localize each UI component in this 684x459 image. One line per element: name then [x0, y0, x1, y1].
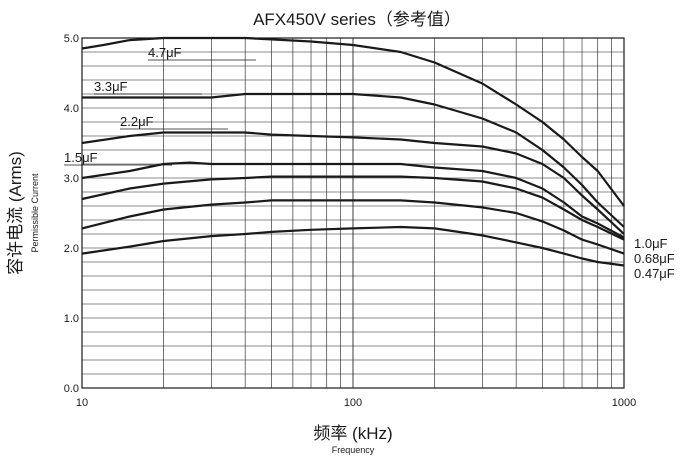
series-line — [81, 199, 625, 255]
series-label: 1.0μF — [634, 236, 668, 251]
y-tick-label: 2.0 — [64, 243, 79, 255]
series-line — [81, 175, 625, 241]
y-axis-subtitle: Permissible Current — [30, 173, 40, 253]
y-tick-label: 4.0 — [64, 103, 79, 115]
x-axis-subtitle: Frequency — [332, 445, 375, 455]
y-axis-title: 容许电流 (Arms) — [6, 151, 25, 275]
series-label: 4.7μF — [148, 45, 182, 60]
chart-title: AFX450V series（参考值） — [253, 10, 461, 29]
series-label: 0.68μF — [634, 251, 675, 266]
series-line — [81, 225, 625, 267]
y-tick-label: 5.0 — [64, 33, 79, 45]
series-label: 0.47μF — [634, 266, 675, 281]
series-label: 3.3μF — [94, 79, 128, 94]
series-line — [81, 161, 625, 239]
series-line — [81, 131, 625, 235]
y-tick-label: 3.0 — [64, 173, 79, 185]
tick-labels: 0.0 1.0 2.0 3.0 4.0 5.0 10 100 1000 — [64, 33, 637, 409]
y-tick-label: 1.0 — [64, 313, 79, 325]
x-tick-label: 10 — [76, 397, 88, 409]
series-label: 2.2μF — [120, 114, 154, 129]
plot-frame — [81, 37, 625, 389]
series-lines — [81, 36, 625, 267]
grid — [81, 37, 625, 389]
x-tick-label: 1000 — [612, 397, 636, 409]
x-tick-label: 100 — [344, 397, 362, 409]
series-line — [82, 92, 625, 228]
x-axis-title: 频率 (kHz) — [313, 424, 392, 443]
y-tick-label: 0.0 — [64, 383, 79, 395]
series-line — [81, 36, 625, 207]
series-label: 1.5μF — [64, 150, 98, 165]
